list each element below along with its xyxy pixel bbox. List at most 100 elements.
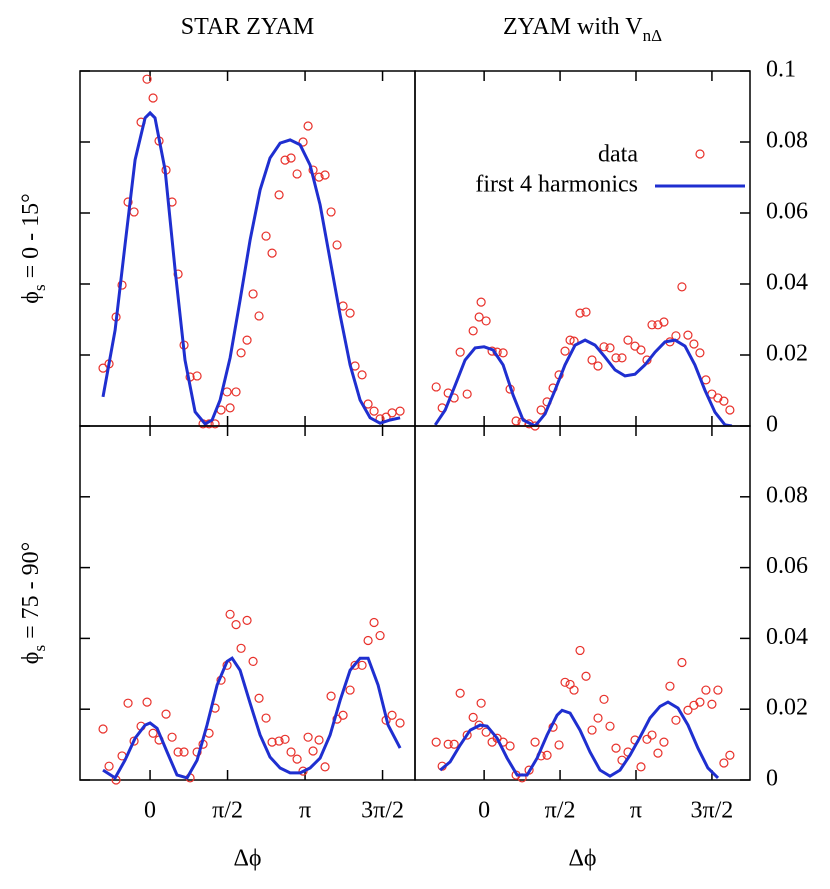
data-point bbox=[683, 705, 693, 715]
data-point bbox=[642, 734, 652, 744]
legend-label: data bbox=[598, 142, 638, 168]
data-point bbox=[671, 331, 681, 341]
data-point bbox=[587, 355, 597, 365]
data-point bbox=[395, 718, 405, 728]
data-point bbox=[142, 74, 152, 84]
x-tick-label: π bbox=[299, 798, 311, 824]
data-point bbox=[569, 685, 579, 695]
data-point bbox=[375, 630, 385, 641]
data-point bbox=[363, 399, 373, 409]
data-point bbox=[345, 308, 355, 318]
data-point bbox=[148, 728, 158, 738]
x-tick-label: 3π/2 bbox=[361, 798, 404, 824]
data-point bbox=[236, 643, 246, 653]
data-point bbox=[320, 762, 330, 772]
data-point bbox=[623, 335, 633, 345]
data-point bbox=[587, 725, 597, 735]
y-tick-label: 0.08 bbox=[766, 482, 808, 508]
data-point bbox=[261, 231, 271, 241]
data-point bbox=[683, 330, 693, 340]
data-point bbox=[326, 691, 336, 701]
data-point bbox=[462, 389, 472, 399]
data-point bbox=[357, 660, 367, 670]
data-point bbox=[468, 712, 478, 722]
fit-line bbox=[101, 110, 401, 426]
data-point bbox=[369, 406, 379, 416]
data-point bbox=[303, 121, 313, 131]
data-point bbox=[303, 732, 313, 742]
data-point bbox=[286, 747, 296, 757]
data-point bbox=[280, 155, 290, 165]
y-tick-label: 0.04 bbox=[766, 624, 808, 650]
data-point bbox=[129, 207, 139, 217]
data-point bbox=[725, 750, 735, 760]
data-point bbox=[314, 172, 324, 182]
data-point bbox=[719, 396, 729, 406]
data-point bbox=[565, 679, 575, 690]
data-point bbox=[659, 317, 669, 327]
data-point bbox=[148, 93, 158, 103]
data-point bbox=[695, 697, 705, 707]
data-point bbox=[713, 685, 723, 695]
x-tick-label: 3π/2 bbox=[691, 798, 734, 824]
data-point bbox=[129, 736, 139, 746]
data-point bbox=[581, 307, 591, 317]
data-point bbox=[387, 710, 397, 720]
data-point bbox=[123, 197, 133, 207]
data-point bbox=[542, 750, 552, 760]
data-point bbox=[443, 739, 453, 749]
data-point bbox=[636, 345, 646, 355]
panel-title-text: ZYAM with V bbox=[503, 14, 643, 40]
data-point bbox=[536, 405, 546, 415]
data-point bbox=[671, 715, 681, 725]
row-label: ϕs = 75 - 90° bbox=[18, 542, 50, 664]
data-point bbox=[179, 747, 189, 757]
data-point bbox=[395, 406, 405, 416]
data-point bbox=[605, 343, 615, 353]
data-point bbox=[593, 713, 603, 723]
data-point bbox=[575, 308, 585, 318]
x-tick-label: π/2 bbox=[212, 798, 243, 824]
data-point bbox=[314, 735, 324, 745]
data-point bbox=[350, 660, 360, 670]
row-label: ϕs = 0 - 15° bbox=[18, 193, 50, 303]
row-label-text: ϕ bbox=[18, 652, 44, 665]
row-label-subscript: s bbox=[30, 645, 49, 652]
data-point bbox=[225, 403, 235, 413]
row-label-suffix: = 75 - 90° bbox=[18, 542, 44, 645]
data-point bbox=[274, 736, 284, 746]
plot-frame bbox=[79, 425, 416, 781]
data-point bbox=[565, 335, 575, 345]
x-tick-label: 0 bbox=[478, 798, 490, 824]
data-point bbox=[431, 382, 441, 392]
legend-label: first 4 harmonics bbox=[475, 172, 638, 198]
row-label-suffix: = 0 - 15° bbox=[18, 193, 44, 284]
data-point bbox=[695, 348, 705, 358]
data-point bbox=[192, 371, 202, 381]
data-point bbox=[292, 169, 302, 179]
data-point bbox=[677, 657, 687, 668]
data-point bbox=[431, 737, 441, 747]
data-point bbox=[338, 710, 348, 720]
x-axis-label: Δϕ bbox=[233, 846, 261, 872]
data-point bbox=[689, 339, 699, 349]
data-point bbox=[455, 347, 465, 357]
data-point bbox=[560, 346, 570, 356]
data-point bbox=[636, 762, 646, 772]
row-label-text: ϕ bbox=[18, 291, 44, 304]
data-point bbox=[468, 326, 478, 336]
data-point bbox=[701, 685, 711, 695]
data-point bbox=[173, 747, 183, 757]
data-point bbox=[605, 721, 615, 731]
data-point bbox=[280, 734, 290, 744]
data-point bbox=[236, 348, 246, 358]
data-point bbox=[225, 609, 235, 619]
data-point bbox=[369, 617, 379, 628]
data-point bbox=[345, 685, 355, 695]
x-axis-label: Δϕ bbox=[568, 846, 596, 872]
data-point bbox=[481, 727, 491, 737]
data-point bbox=[320, 170, 330, 180]
data-point bbox=[142, 697, 152, 707]
fit-line bbox=[102, 656, 402, 780]
